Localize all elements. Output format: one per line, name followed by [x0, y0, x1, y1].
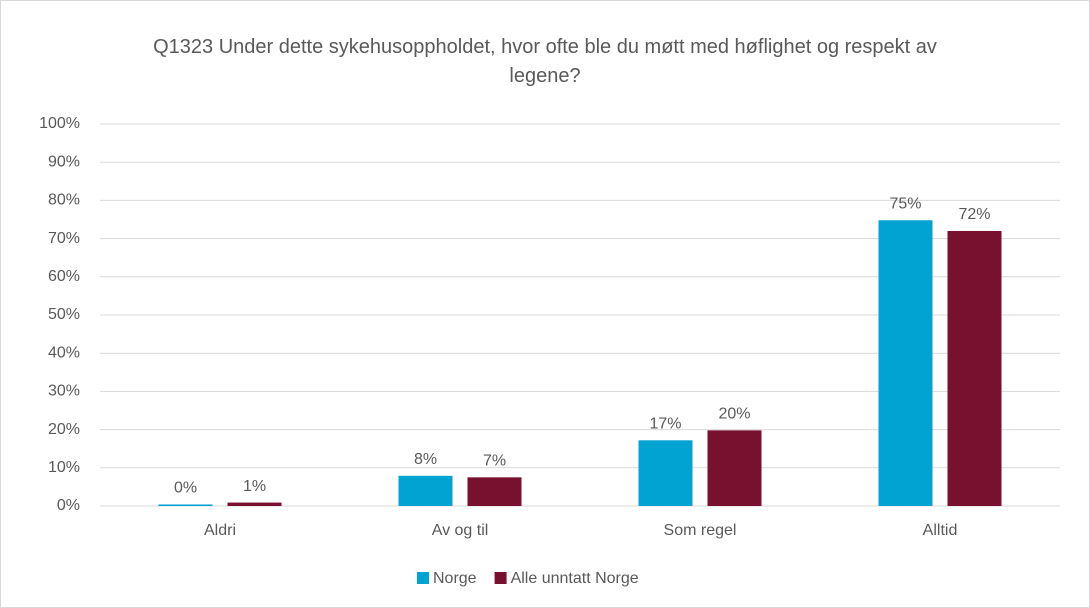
data-label: 8%: [414, 451, 437, 468]
legend-label: Norge: [433, 570, 477, 587]
bar: [707, 430, 762, 506]
y-tick-label: 90%: [48, 153, 80, 170]
x-tick-label: Alltid: [923, 522, 958, 539]
y-tick-label: 0%: [57, 497, 80, 514]
x-tick-label: Som regel: [664, 522, 737, 539]
chart-title: Q1323 Under dette sykehusoppholdet, hvor…: [153, 36, 937, 87]
y-tick-label: 50%: [48, 306, 80, 323]
data-label: 0%: [174, 480, 197, 497]
legend-label: Alle unntatt Norge: [511, 570, 639, 587]
x-tick-label: Aldri: [204, 522, 236, 539]
bar: [878, 220, 933, 506]
y-tick-label: 40%: [48, 344, 80, 361]
y-tick-label: 100%: [39, 115, 80, 132]
bar: [947, 230, 1002, 506]
y-tick-label: 20%: [48, 421, 80, 438]
legend-swatch: [417, 572, 429, 584]
x-tick-label: Av og til: [432, 522, 489, 539]
y-tick-label: 80%: [48, 192, 80, 209]
data-label: 72%: [958, 206, 990, 223]
y-tick-label: 70%: [48, 230, 80, 247]
data-label: 20%: [718, 406, 750, 423]
legend-swatch: [494, 572, 507, 584]
bar: [227, 502, 282, 506]
data-label: 7%: [483, 453, 506, 470]
data-label: 1%: [243, 478, 266, 495]
y-tick-label: 30%: [48, 383, 80, 400]
bar: [398, 475, 453, 506]
data-label: 17%: [649, 416, 681, 433]
bar: [158, 504, 213, 506]
bar: [638, 440, 693, 506]
data-label: 75%: [889, 195, 921, 212]
y-tick-label: 60%: [48, 268, 80, 285]
y-tick-label: 10%: [48, 459, 80, 476]
bar: [467, 477, 522, 506]
